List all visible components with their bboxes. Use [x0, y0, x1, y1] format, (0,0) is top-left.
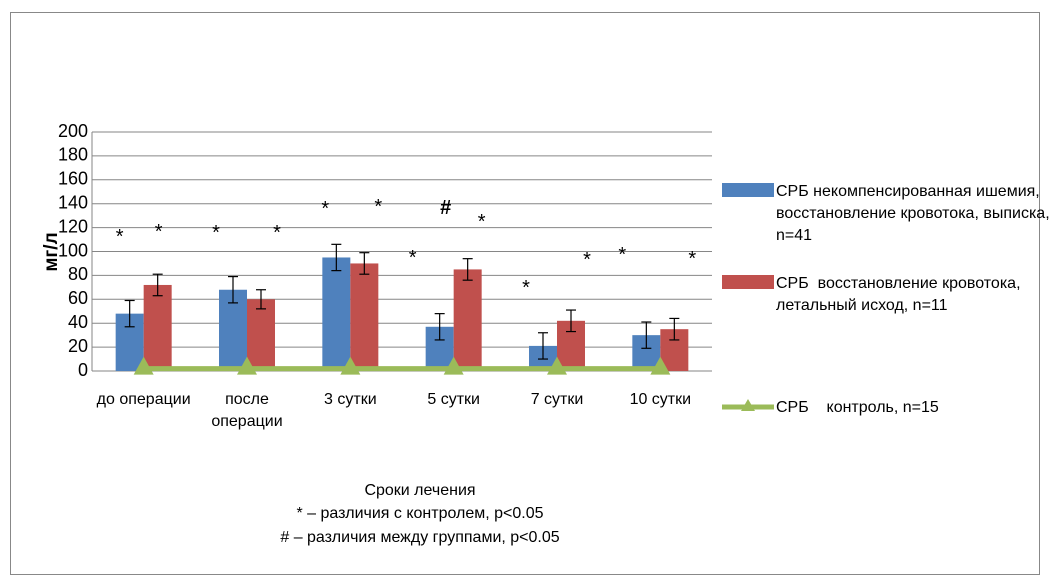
y-tick-label: 100 [58, 240, 88, 260]
note: # – различия между группами, p<0.05 [280, 529, 560, 546]
legend-label: СРБ контроль, n=15 [776, 399, 939, 416]
y-tick-label: 180 [58, 145, 88, 165]
y-tick-label: 20 [68, 336, 88, 356]
y-tick-label: 120 [58, 216, 88, 236]
line-marker [237, 356, 257, 375]
y-tick-label: 80 [68, 264, 88, 284]
line-marker [340, 356, 361, 375]
significance-mark: * [688, 248, 696, 270]
x-tick-label: 3 сутки [324, 391, 377, 408]
significance-mark: * [478, 211, 486, 233]
y-tick-label: 40 [68, 312, 88, 332]
y-tick-label: 160 [58, 169, 88, 189]
significance-mark: * [321, 198, 329, 220]
line-marker [133, 356, 154, 375]
x-tick-label: после операции [211, 391, 283, 430]
significance-mark: * [583, 249, 591, 271]
bar [247, 299, 275, 371]
y-tick-label: 60 [68, 288, 88, 308]
legend-swatch [741, 399, 755, 411]
y-tick-label: 140 [58, 192, 88, 212]
y-tick-label: 0 [78, 360, 88, 380]
line-marker [650, 356, 671, 375]
x-tick-label: 10 сутки [629, 391, 692, 408]
group-difference-mark: # [440, 197, 451, 219]
y-tick-label: 200 [58, 121, 88, 141]
bar [143, 284, 172, 371]
significance-mark: * [116, 226, 124, 248]
bar [350, 263, 379, 371]
x-tick-label: до операции [96, 391, 191, 408]
bar [453, 269, 482, 371]
y-axis-label: мг/л [41, 232, 62, 271]
significance-mark: * [409, 247, 417, 269]
significance-mark: * [522, 277, 530, 299]
significance-mark: * [212, 222, 220, 244]
legend-label: СРБ некомпенсированная ишемия, восстанов… [776, 183, 1049, 244]
legend-swatch [722, 183, 774, 197]
significance-mark: * [273, 222, 281, 244]
x-tick-label: 5 сутки [427, 391, 480, 408]
legend-label: СРБ восстановление кровотока, летальный … [776, 275, 1025, 314]
note: * – различия с контролем, p<0.05 [296, 505, 544, 522]
x-tick-label: 7 сутки [530, 391, 584, 408]
bar [322, 257, 351, 371]
line-marker [547, 356, 567, 375]
significance-mark: * [155, 221, 163, 243]
significance-mark: * [374, 196, 382, 218]
significance-mark: * [618, 244, 626, 266]
x-axis-label: Сроки лечения [364, 482, 476, 499]
chart-border [10, 12, 1040, 575]
legend-swatch [722, 275, 774, 289]
line-marker [443, 356, 464, 375]
